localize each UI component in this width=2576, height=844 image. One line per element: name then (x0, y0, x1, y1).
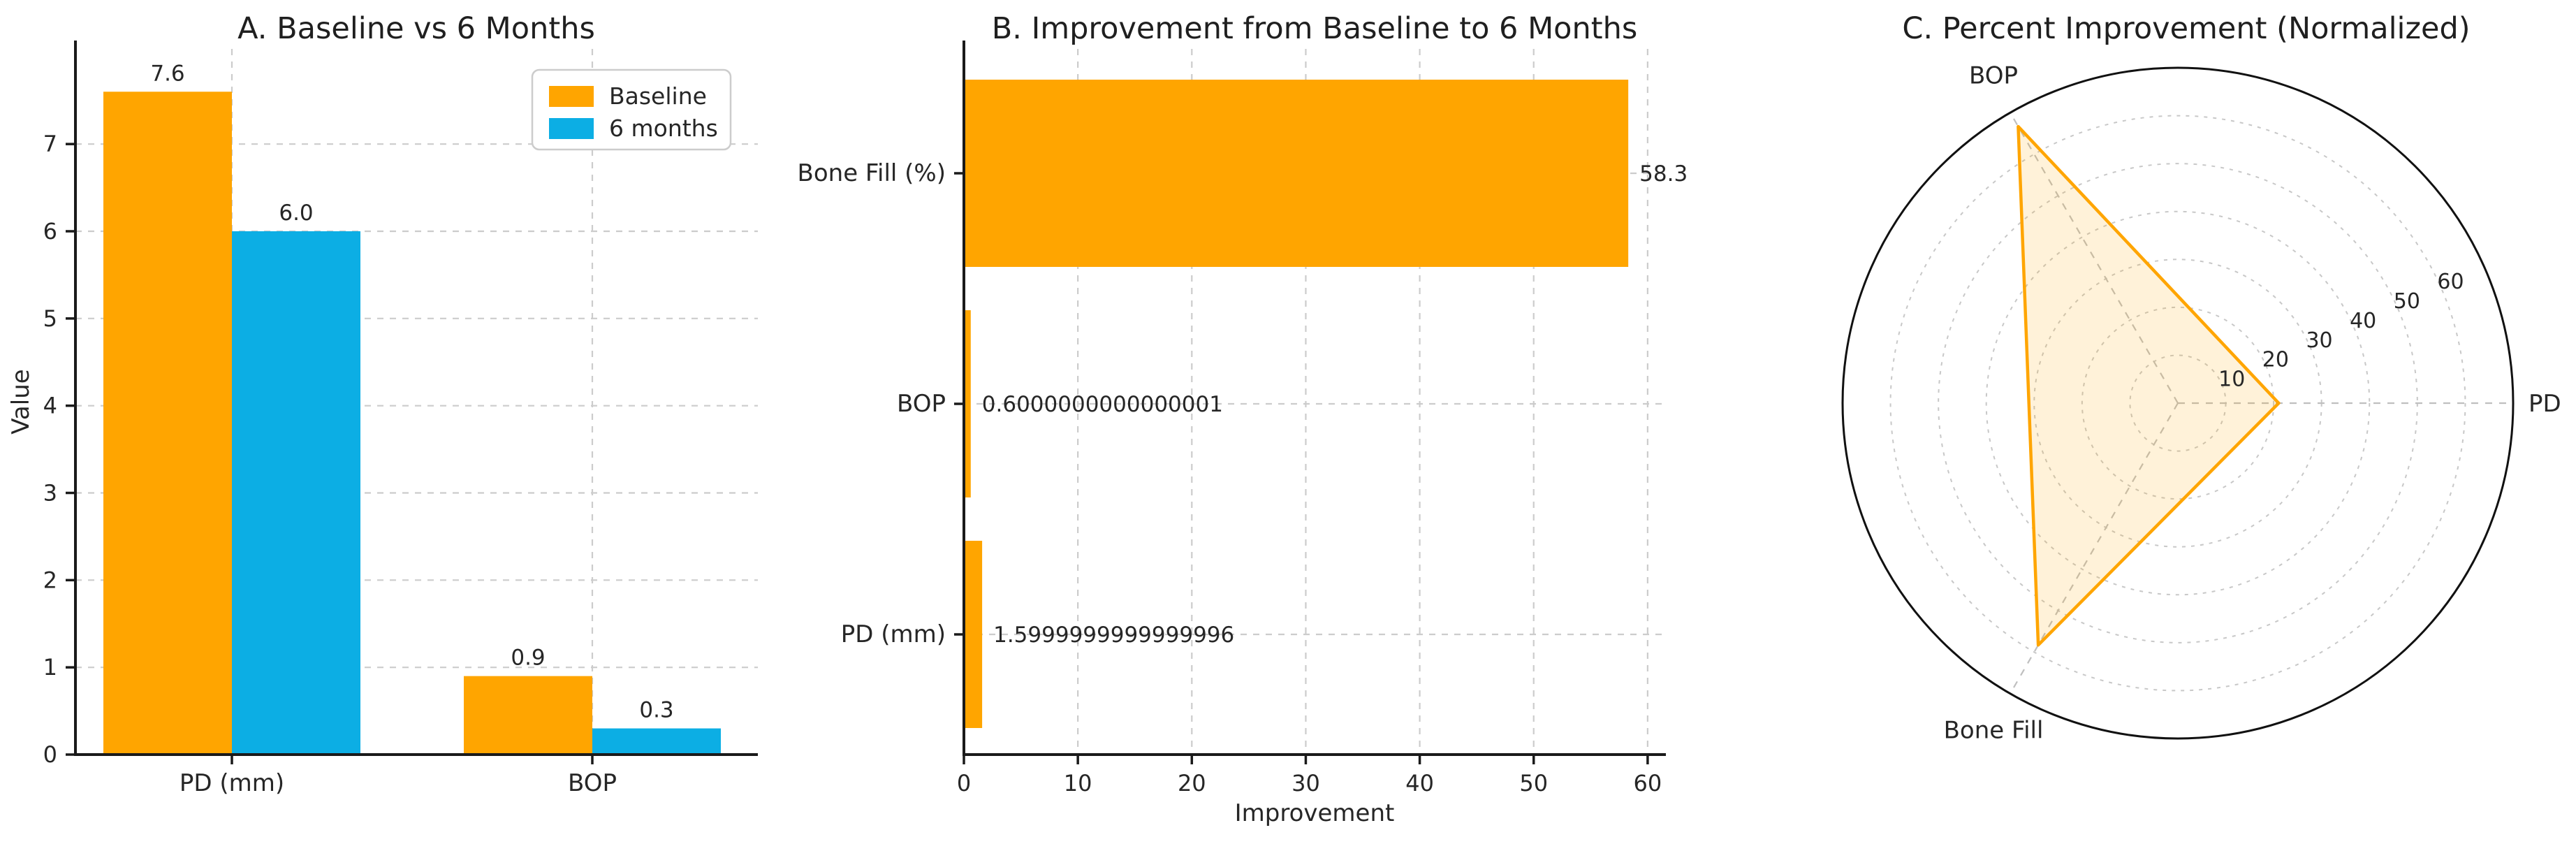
hbar-value-label: 1.5999999999999996 (993, 623, 1234, 648)
radar-axis-label: PD (2529, 390, 2561, 418)
chart-a: 7.6 0.9 6.0 0.3 0 1 2 3 4 5 6 7 PD (mm) BOP Baseline 6 … (43, 41, 758, 797)
hbar-value-label: 0.6000000000000001 (982, 392, 1223, 417)
y-tick-label: 5 (43, 305, 57, 332)
x-tick-label: 30 (1291, 770, 1320, 796)
y-tick-label: 3 (43, 480, 57, 507)
radar-ring (1985, 210, 2371, 596)
x-tick-label: PD (mm) (180, 769, 284, 797)
y-tick-label: 4 (43, 393, 57, 419)
chart-b: 58.3 0.6000000000000001 1.5999999999999996… (798, 41, 1688, 796)
radar-polygon (2017, 124, 2281, 647)
bar-value-label: 7.6 (150, 61, 184, 86)
x-tick-label: 60 (1634, 770, 1662, 796)
bar-baseline (464, 676, 592, 755)
radar-axis-label: Bone Fill (1944, 716, 2044, 744)
bar-value-label: 0.3 (639, 698, 673, 723)
bar-value-label: 6.0 (279, 201, 313, 226)
x-tick-label: 20 (1178, 770, 1206, 796)
bar-value-label: 0.9 (511, 646, 545, 671)
radar-tick-label: 40 (2350, 309, 2376, 333)
y-tick-label: 0 (43, 741, 57, 768)
y-tick-label: 7 (43, 131, 57, 157)
x-tick-label: 50 (1519, 770, 1548, 796)
legend-swatch-6months (549, 118, 594, 139)
bar-6months (232, 231, 360, 755)
radar-ring (1889, 115, 2466, 692)
radar-axis-label: BOP (1969, 62, 2018, 90)
bar-baseline (103, 92, 232, 755)
radar-spoke (2010, 112, 2179, 404)
bar-6months (592, 728, 721, 755)
radar-ring (2081, 306, 2275, 500)
x-tick-label: BOP (568, 769, 617, 797)
legend-swatch-baseline (549, 86, 594, 107)
chart-c: 10 20 30 40 50 60 PD BOP Bone Fill (1841, 62, 2561, 744)
legend: Baseline 6 months (531, 68, 732, 151)
chart-b-xlabel: Improvement (1234, 799, 1395, 827)
legend-label: Baseline (609, 82, 707, 110)
y-tick-label: 6 (43, 218, 57, 245)
legend-label: 6 months (609, 115, 718, 142)
chart-c-title: C. Percent Improvement (Normalized) (1902, 11, 2471, 46)
x-tick-label: 40 (1405, 770, 1434, 796)
x-tick-label: 0 (957, 770, 971, 796)
radar-outline (1841, 66, 2515, 740)
category-label: Bone Fill (%) (798, 159, 946, 187)
hbar-value-label: 58.3 (1639, 161, 1688, 187)
category-label: PD (mm) (841, 620, 946, 648)
chart-a-title: A. Baseline vs 6 Months (237, 11, 595, 46)
chart-b-title: B. Improvement from Baseline to 6 Months (991, 11, 1638, 46)
category-label: BOP (897, 390, 946, 418)
hbar (964, 80, 1629, 267)
radar-tick-label: 60 (2437, 270, 2464, 294)
hbar (964, 541, 983, 728)
y-tick-label: 2 (43, 567, 57, 593)
hbar (964, 310, 971, 497)
radar-tick-label: 30 (2306, 328, 2332, 353)
radar-tick-label: 10 (2218, 368, 2245, 392)
chart-a-ylabel: Value (7, 369, 35, 435)
radar-tick-label: 20 (2262, 348, 2289, 372)
x-tick-label: 10 (1064, 770, 1092, 796)
radar-tick-label: 50 (2394, 289, 2420, 314)
y-tick-label: 1 (43, 654, 57, 681)
